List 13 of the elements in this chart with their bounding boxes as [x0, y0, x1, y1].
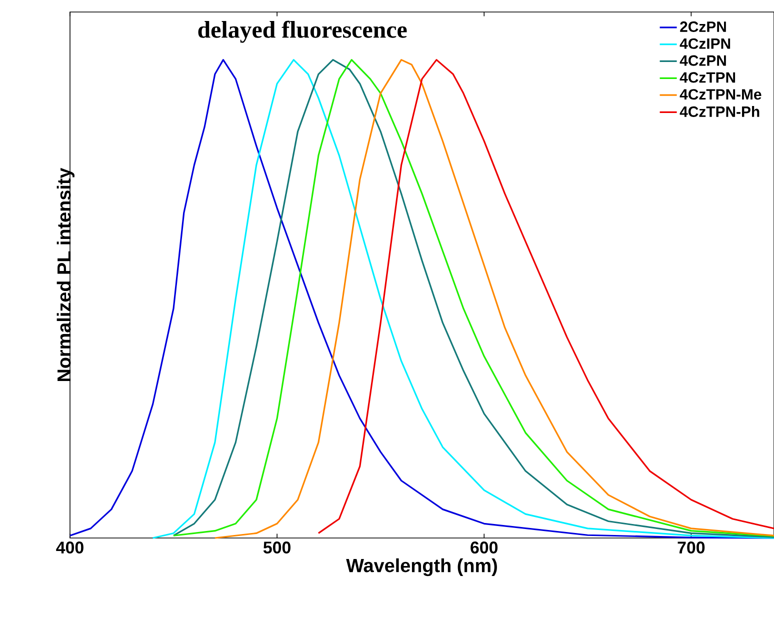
text: delayed fluorescence — [198, 20, 407, 43]
legend-label: 4CzTPN-Me — [680, 89, 762, 100]
legend-label: 4CzIPN — [680, 38, 730, 49]
x-tick-label: 400 — [56, 542, 84, 554]
x-tick-label: 600 — [470, 542, 498, 554]
legend-label: 4CzTPN — [680, 72, 736, 83]
legend-label: 2CzPN — [680, 21, 726, 32]
x-tick-label: 500 — [263, 542, 290, 554]
x-axis-title: Wavelength (nm) — [346, 558, 497, 576]
legend-label: 4CzPN — [680, 55, 726, 66]
y-axis-title: Normalized PL intensity — [56, 168, 74, 382]
legend-label: 4CzTPN-Ph — [680, 106, 760, 117]
x-tick-label: 700 — [678, 542, 705, 554]
